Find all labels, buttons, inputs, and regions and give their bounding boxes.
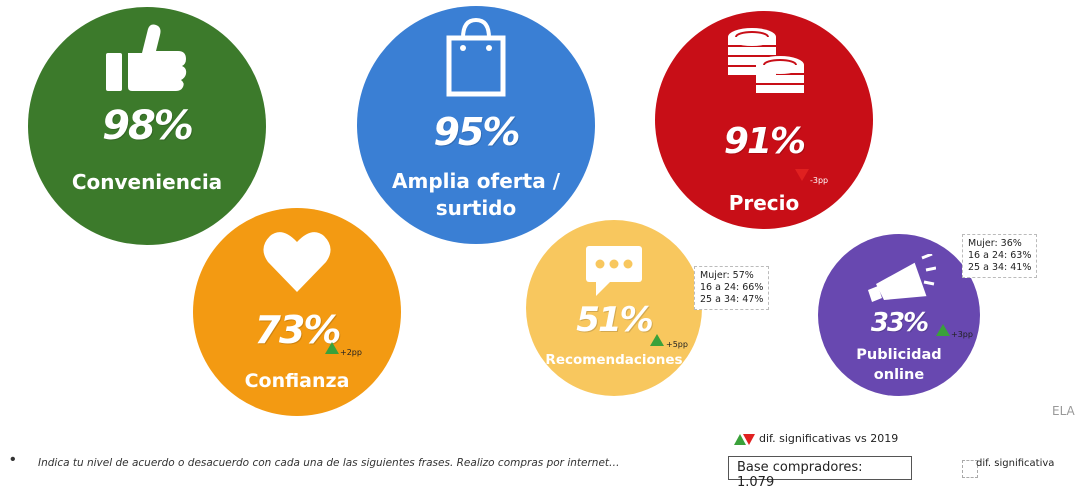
bubble-label: Precio [728,191,800,215]
percent-value: 51% [576,300,653,340]
segment-note: 25 a 34: 47% [700,293,764,305]
percent-value: 73% [254,308,342,352]
trend-up-icon [936,324,950,336]
bubble-label-line2: surtido [435,196,517,220]
diff-value: +2pp [340,348,362,357]
trend-up-icon [734,434,746,445]
segment-note: 25 a 34: 41% [968,261,1032,273]
shopping-bag-icon [446,17,506,97]
percent-value: 91% [723,121,806,162]
percent-value: 95% [433,110,521,154]
bubble-label-line2: online [873,367,925,383]
megaphone-icon [868,254,936,302]
trend-up-icon [325,342,339,354]
segment-note-box: Mujer: 57% 16 a 24: 66% 25 a 34: 47% [694,266,770,310]
bubble-recomendaciones: 51% +5pp Recomendaciones [526,220,702,396]
heart-icon [263,232,331,292]
bubble-precio: 91% -3pp Precio [655,11,873,229]
segment-note: 16 a 24: 63% [968,249,1032,261]
segment-note-box: Mujer: 36% 16 a 24: 63% 25 a 34: 41% [962,234,1038,278]
segment-note: 16 a 24: 66% [700,281,764,293]
diff-value: +3pp [951,330,973,339]
trend-down-icon [795,169,809,181]
question-note: Indica tu nivel de acuerdo o desacuerdo … [38,457,620,469]
trend-down-icon [743,434,755,445]
diff-value: -3pp [810,176,829,185]
bubble-label-line1: Publicidad [856,347,942,363]
bubble-conveniencia: 98% Conveniencia [28,7,266,245]
diff-value: +5pp [666,340,688,349]
coins-icon [728,28,804,93]
percent-value: 98% [102,103,194,149]
legend-text: dif. significativa [976,458,1055,469]
brand-label: ELA [1052,404,1075,418]
bubble-publicidad-online: 33% +3pp Publicidad online [818,234,980,396]
trend-up-icon [650,334,664,346]
dashed-box-icon [962,460,978,478]
bubble-label: Recomendaciones [545,352,683,368]
thumbs-up-icon [106,24,187,91]
bubble-label: Conveniencia [71,170,223,194]
bubble-label-line1: Amplia oferta / [392,169,560,193]
bubble-confianza: 73% +2pp Confianza [193,208,401,416]
bullet-icon: • [10,451,16,468]
speech-bubble-icon [586,246,642,296]
bubble-label: Confianza [244,370,350,392]
segment-note: Mujer: 36% [968,238,1022,249]
bubble-amplia-oferta: 95% Amplia oferta / surtido [357,6,595,244]
base-box: Base compradores: 1.079 [728,456,912,490]
percent-value: 33% [870,308,929,338]
segment-note: Mujer: 57% [700,270,754,281]
legend-text: dif. significativas vs 2019 [759,432,899,445]
